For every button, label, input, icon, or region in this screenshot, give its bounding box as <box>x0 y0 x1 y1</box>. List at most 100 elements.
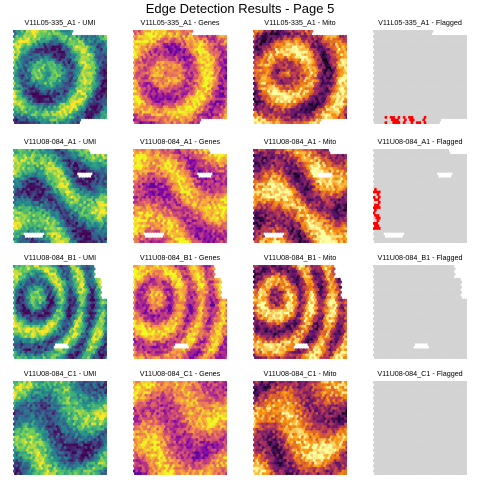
spot <box>419 87 423 91</box>
spot <box>205 92 210 96</box>
spot <box>41 34 45 39</box>
spot <box>303 53 307 57</box>
spot <box>30 55 35 60</box>
spot <box>449 68 453 73</box>
spot <box>307 45 311 49</box>
spot <box>164 30 168 33</box>
spot <box>321 47 326 52</box>
spot <box>64 55 69 60</box>
spot <box>321 53 326 57</box>
spot <box>211 50 215 54</box>
spot <box>293 74 297 78</box>
spot <box>430 87 434 91</box>
spot <box>377 92 382 96</box>
spot <box>15 61 19 65</box>
spot <box>75 108 79 112</box>
spot <box>439 115 443 120</box>
spot <box>53 115 57 120</box>
spot <box>277 84 281 88</box>
spot <box>387 115 391 120</box>
spot <box>274 121 279 124</box>
spot <box>145 50 149 54</box>
spot <box>420 110 425 114</box>
spot <box>68 74 73 78</box>
spot <box>400 115 404 120</box>
spot <box>402 121 406 124</box>
spot <box>224 108 227 112</box>
spot <box>255 45 259 49</box>
spot <box>147 100 151 104</box>
spot <box>373 71 376 75</box>
spot <box>83 50 87 54</box>
spot <box>439 47 443 52</box>
spot <box>165 121 169 124</box>
spot <box>338 61 343 65</box>
spot <box>16 94 20 99</box>
spot <box>220 42 224 46</box>
spot <box>208 55 212 60</box>
spot <box>441 68 446 73</box>
spot <box>294 113 298 117</box>
spot <box>183 94 187 99</box>
spot <box>276 30 280 33</box>
spot <box>147 94 151 99</box>
spot <box>404 55 408 60</box>
spot <box>427 97 431 101</box>
spot <box>75 97 79 101</box>
spot <box>101 50 105 54</box>
spot <box>323 40 327 44</box>
spot <box>303 68 307 73</box>
spot <box>390 30 395 33</box>
spot <box>311 74 315 78</box>
spot <box>160 110 164 114</box>
spot <box>161 34 165 39</box>
spot <box>381 74 386 78</box>
spot <box>209 63 213 67</box>
spot <box>145 118 149 122</box>
spot <box>445 45 450 49</box>
spot <box>209 74 213 78</box>
spot <box>445 71 450 75</box>
spot <box>47 110 52 114</box>
spot <box>300 100 305 104</box>
spot <box>92 37 96 41</box>
spot <box>331 61 335 65</box>
spot <box>171 92 176 96</box>
spot <box>311 121 315 124</box>
spot <box>207 110 211 114</box>
spot <box>255 66 259 70</box>
spot <box>441 74 446 78</box>
spot <box>414 50 418 54</box>
spot <box>222 100 227 104</box>
spot <box>406 40 410 44</box>
spot <box>45 94 49 99</box>
spot <box>24 121 28 124</box>
spot <box>384 115 388 120</box>
spot <box>443 40 447 44</box>
spot <box>263 66 267 70</box>
spot <box>191 47 195 52</box>
spot <box>60 58 65 62</box>
spot <box>319 105 323 109</box>
spot <box>13 94 18 99</box>
spot <box>145 81 149 86</box>
spot <box>405 121 409 124</box>
spot <box>190 113 194 117</box>
spot <box>268 40 272 44</box>
spot <box>74 74 78 78</box>
spot <box>100 74 104 78</box>
spot <box>66 37 70 41</box>
spot <box>462 115 467 120</box>
spot <box>29 68 33 73</box>
spot <box>174 87 178 91</box>
spot <box>445 55 450 60</box>
spot <box>79 84 83 88</box>
spot <box>183 74 187 78</box>
spot <box>76 94 80 99</box>
spot <box>456 71 460 75</box>
spot <box>383 61 387 65</box>
spot <box>145 92 149 96</box>
spot <box>396 102 400 107</box>
spot <box>413 100 417 104</box>
spot <box>373 97 376 101</box>
